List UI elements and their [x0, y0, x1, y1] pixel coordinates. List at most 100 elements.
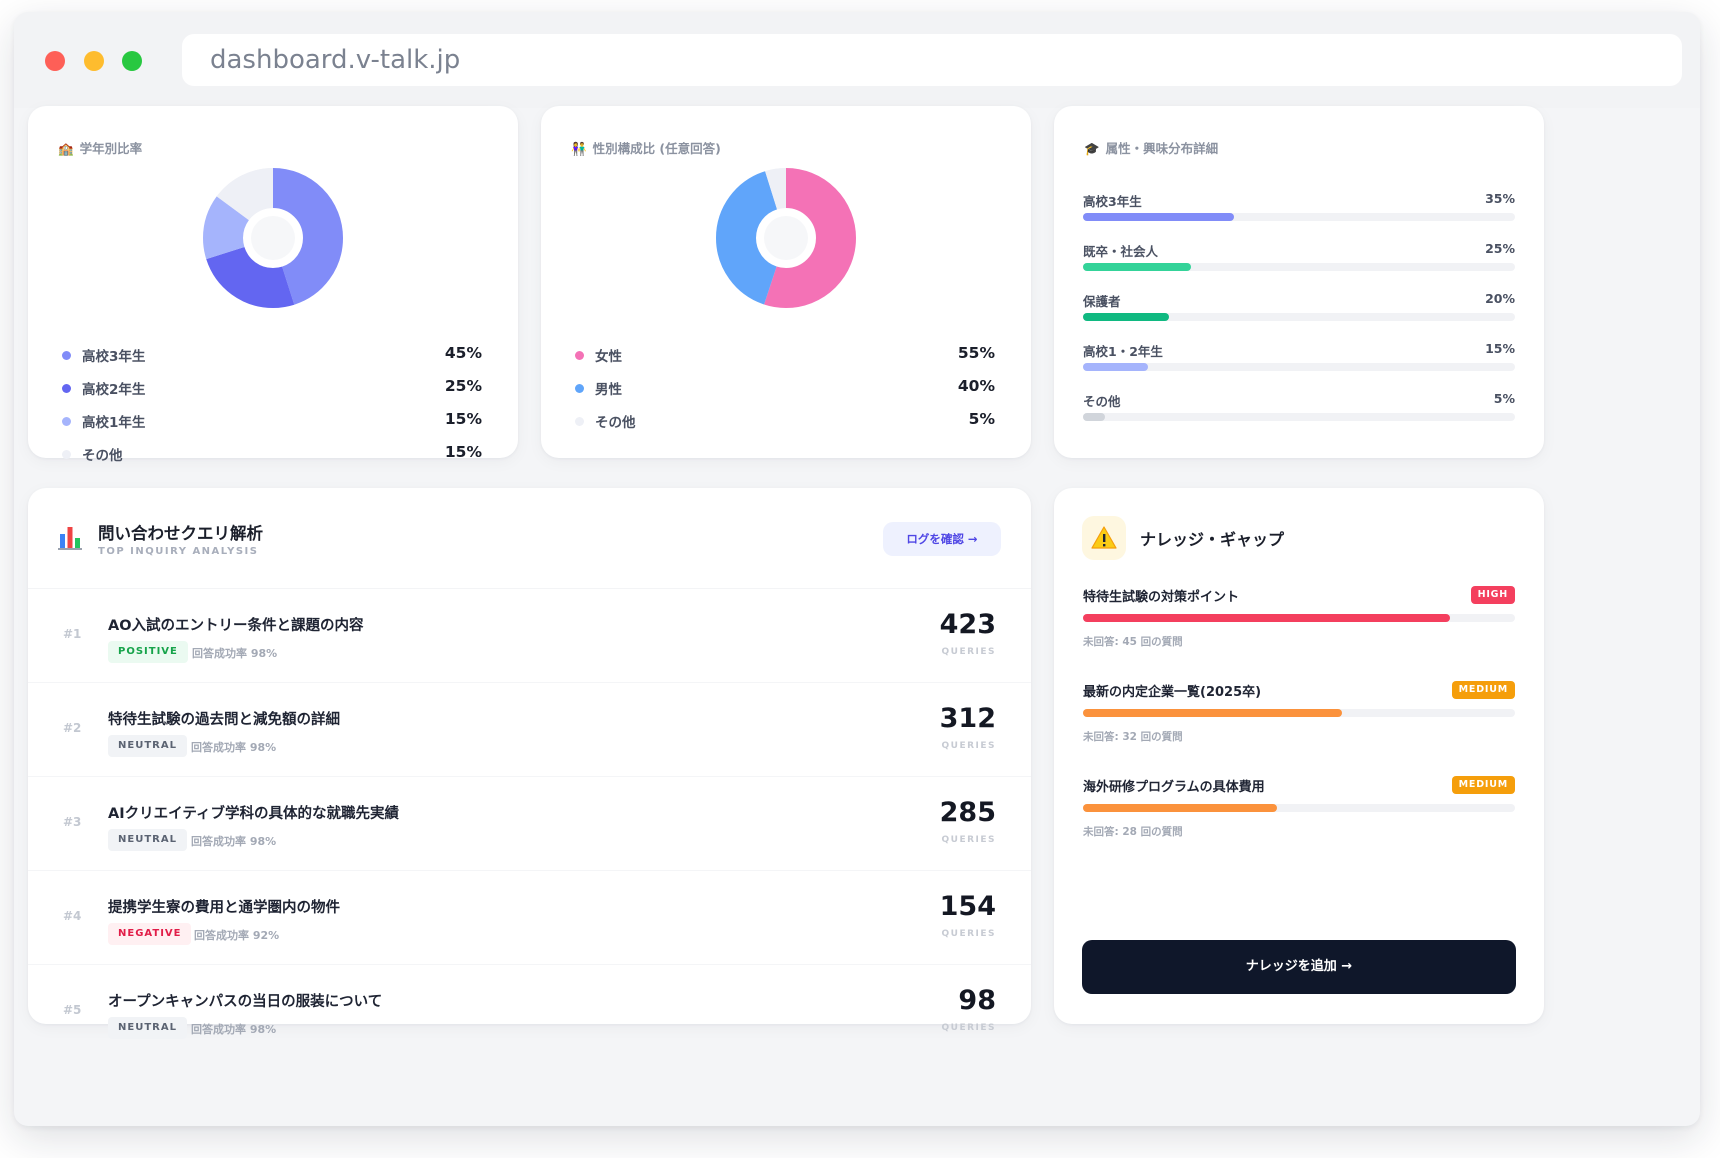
- gender-legend-row: その他 5%: [575, 408, 995, 441]
- inquiry-row[interactable]: #2 特待生試験の過去問と減免額の詳細 NEUTRAL 回答成功率 98% 312 QUE…: [28, 683, 1031, 777]
- legend-value: 40%: [957, 377, 995, 395]
- attribute-label: その他: [1083, 394, 1121, 409]
- legend-label: 女性: [595, 349, 622, 365]
- inquiry-row[interactable]: #4 提携学生寮の費用と通学圏内の物件 NEGATIVE 回答成功率 92% 154 QU…: [28, 871, 1031, 965]
- attribute-bar-fill: [1083, 213, 1235, 221]
- grade-legend-row: 高校3年生 45%: [62, 342, 482, 375]
- legend-label: 男性: [595, 382, 622, 398]
- grade-legend-row: その他 15%: [62, 441, 482, 474]
- attribute-row: その他 5%: [1083, 391, 1515, 441]
- legend-value: 15%: [444, 443, 482, 461]
- browser-titlebar: dashboard.v-talk.jp: [14, 12, 1700, 108]
- inquiry-divider: [28, 588, 1031, 589]
- sentiment-badge: NEUTRAL: [108, 735, 187, 757]
- inquiry-question: AO入試のエントリー条件と課題の内容: [108, 618, 364, 634]
- sentiment-badge: NEUTRAL: [108, 829, 187, 851]
- knowledge-gap-title: ナレッジ・ギャップ: [1140, 530, 1285, 549]
- grade-legend-row: 高校1年生 15%: [62, 408, 482, 441]
- knowledge-gap-item[interactable]: 特待生試験の対策ポイント HIGH 未回答: 45 回の質問: [1083, 586, 1515, 681]
- gender-donut-slice: [716, 168, 856, 308]
- inquiry-question: オープンキャンパスの当日の服装について: [108, 994, 383, 1010]
- gap-bar-fill: [1083, 709, 1343, 717]
- attribute-value: 5%: [1493, 391, 1515, 406]
- inquiry-list: #1 AO入試のエントリー条件と課題の内容 POSITIVE 回答成功率 98% 423…: [28, 589, 1031, 1059]
- answer-success-rate: 回答成功率 92%: [194, 929, 280, 942]
- answer-success-rate: 回答成功率 98%: [191, 835, 277, 848]
- gender-legend: 女性 55% 男性 40% その他 5%: [575, 342, 995, 441]
- grade-donut-slice: [203, 168, 343, 308]
- attribute-bar-track: [1083, 363, 1515, 371]
- gender-legend-row: 女性 55%: [575, 342, 995, 375]
- inquiry-analysis-card: 問い合わせクエリ解析 TOP INQUIRY ANALYSIS ログを確認 → …: [28, 488, 1031, 1039]
- view-log-button[interactable]: ログを確認 →: [883, 522, 1001, 556]
- inquiry-subtitle: TOP INQUIRY ANALYSIS: [98, 546, 259, 557]
- gender-ratio-title: 性別構成比 (任意回答): [592, 141, 721, 156]
- legend-label: その他: [595, 415, 636, 431]
- attribute-label: 既卒・社会人: [1083, 244, 1159, 259]
- legend-value: 25%: [444, 377, 482, 395]
- attribute-value: 15%: [1485, 341, 1515, 356]
- grade-legend-row: 高校2年生 25%: [62, 375, 482, 408]
- gap-unanswered-note: 未回答: 28 回の質問: [1083, 826, 1183, 838]
- legend-value: 15%: [444, 410, 482, 428]
- legend-label: 高校3年生: [82, 349, 146, 365]
- legend-dot: [62, 351, 71, 360]
- query-count-unit: QUERIES: [941, 1023, 996, 1033]
- legend-value: 45%: [444, 344, 482, 362]
- gender-donut-slice: [716, 168, 856, 308]
- inquiry-row[interactable]: #1 AO入試のエントリー条件と課題の内容 POSITIVE 回答成功率 98% 423…: [28, 589, 1031, 683]
- grade-legend: 高校3年生 45% 高校2年生 25% 高校1年生 15% その他 15%: [62, 342, 482, 474]
- attribute-bar-track: [1083, 313, 1515, 321]
- maximize-window-button[interactable]: [122, 51, 142, 71]
- attributes-title: 属性・興味分布詳細: [1105, 141, 1219, 156]
- query-count-unit: QUERIES: [941, 741, 996, 751]
- attribute-bar-fill: [1083, 363, 1148, 371]
- attribute-bar-fill: [1083, 313, 1170, 321]
- legend-label: 高校2年生: [82, 382, 146, 398]
- inquiry-row[interactable]: #3 AIクリエイティブ学科の具体的な就職先実績 NEUTRAL 回答成功率 98% 2…: [28, 777, 1031, 871]
- attribute-bar-track: [1083, 213, 1515, 221]
- inquiry-row[interactable]: #5 オープンキャンパスの当日の服装について NEUTRAL 回答成功率 98% 98 Q…: [28, 965, 1031, 1059]
- minimize-window-button[interactable]: [84, 51, 104, 71]
- attribute-label: 保護者: [1083, 294, 1121, 309]
- query-count: 285: [939, 797, 996, 828]
- inquiry-question: 特待生試験の過去問と減免額の詳細: [108, 712, 340, 728]
- address-bar[interactable]: dashboard.v-talk.jp: [182, 34, 1682, 86]
- attributes-card: 🎓 属性・興味分布詳細 高校3年生 35% 既卒・社会人 25% 保護者 20% 高校1・2年…: [1054, 106, 1544, 458]
- attribute-row: 既卒・社会人 25%: [1083, 241, 1515, 291]
- attributes-bars: 高校3年生 35% 既卒・社会人 25% 保護者 20% 高校1・2年生 15% その他 5%: [1083, 191, 1515, 441]
- priority-badge: MEDIUM: [1451, 776, 1515, 794]
- legend-label: その他: [82, 448, 123, 464]
- gap-bar-fill: [1083, 804, 1278, 812]
- grade-donut-chart: [203, 168, 343, 308]
- knowledge-gap-item[interactable]: 海外研修プログラムの具体費用 MEDIUM 未回答: 28 回の質問: [1083, 776, 1515, 871]
- attribute-value: 35%: [1485, 191, 1515, 206]
- legend-dot: [62, 450, 71, 459]
- knowledge-gap-item[interactable]: 最新の内定企業一覧(2025卒) MEDIUM 未回答: 32 回の質問: [1083, 681, 1515, 776]
- knowledge-gap-card: ナレッジ・ギャップ 特待生試験の対策ポイント HIGH 未回答: 45 回の質問 最新…: [1054, 488, 1544, 1024]
- gap-question: 特待生試験の対策ポイント: [1083, 590, 1240, 605]
- gap-question: 海外研修プログラムの具体費用: [1083, 780, 1265, 795]
- legend-dot: [575, 384, 584, 393]
- grade-donut-slice: [203, 168, 343, 308]
- sentiment-badge: POSITIVE: [108, 641, 188, 663]
- answer-success-rate: 回答成功率 98%: [192, 647, 278, 660]
- grade-donut-slice: [203, 168, 343, 308]
- add-knowledge-button[interactable]: ナレッジを追加 →: [1082, 940, 1516, 994]
- gap-unanswered-note: 未回答: 32 回の質問: [1083, 731, 1183, 743]
- gap-bar-track: [1083, 804, 1515, 812]
- attribute-label: 高校3年生: [1083, 194, 1142, 209]
- close-window-button[interactable]: [45, 51, 65, 71]
- school-icon: 🏫: [58, 141, 74, 156]
- legend-value: 55%: [957, 344, 995, 362]
- gap-unanswered-note: 未回答: 45 回の質問: [1083, 636, 1183, 648]
- attribute-bar-track: [1083, 413, 1515, 421]
- grade-ratio-title: 学年別比率: [79, 141, 143, 156]
- sentiment-badge: NEUTRAL: [108, 1017, 187, 1039]
- query-count: 312: [939, 703, 996, 734]
- attribute-row: 保護者 20%: [1083, 291, 1515, 341]
- knowledge-gap-list: 特待生試験の対策ポイント HIGH 未回答: 45 回の質問 最新の内定企業一覧(20…: [1083, 586, 1515, 871]
- legend-dot: [62, 384, 71, 393]
- priority-badge: MEDIUM: [1451, 681, 1515, 699]
- attribute-label: 高校1・2年生: [1083, 344, 1163, 359]
